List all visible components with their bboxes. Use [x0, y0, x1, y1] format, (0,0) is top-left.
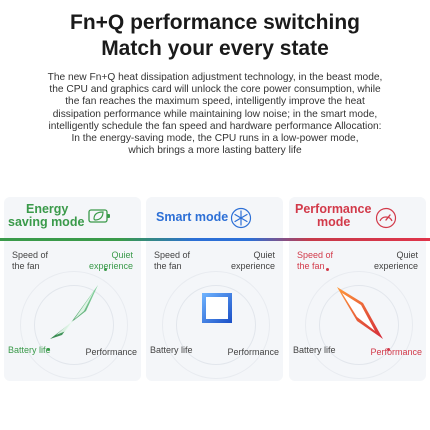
energy-saving-card: Energy saving mode Speed of the fan Quiet…: [4, 197, 141, 381]
description-line: intelligently schedule the fan speed and…: [48, 120, 382, 132]
performance-dot: [387, 348, 390, 351]
battery-label: Battery life: [150, 345, 193, 355]
performance-label: Performance: [227, 347, 279, 357]
description-line: which brings a more lasting battery life: [128, 145, 302, 157]
snowflake-icon: [230, 207, 252, 229]
outer-ring: [305, 271, 413, 379]
speedometer-icon: [375, 207, 397, 229]
fan-speed-dot: [326, 268, 329, 271]
mode-gradient-divider: [0, 238, 430, 241]
battery-label: Battery life: [293, 345, 336, 355]
quiet-label: Quiet experience: [85, 250, 133, 271]
performance-label: Performance: [370, 347, 422, 357]
mode-title-line: Energy: [26, 202, 69, 216]
mode-title-line: saving mode: [8, 215, 85, 229]
quiet-label: Quiet experience: [227, 250, 275, 271]
performance-mode-card: Performance mode Speed of the fan Quiet ex…: [289, 197, 426, 381]
inner-ring: [319, 285, 399, 365]
smart-mode-card: Smart mode Speed of the fan Quiet experien…: [146, 197, 283, 381]
energy-saving-radar-shape: [50, 285, 98, 339]
smart-mode-radar-shape: [202, 293, 232, 323]
fan-speed-label: Speed of the fan: [297, 250, 333, 271]
fan-speed-label: Speed of the fan: [154, 250, 190, 271]
quiet-dot: [104, 268, 107, 271]
mode-title-line: Smart mode: [156, 210, 229, 224]
fan-speed-label: Speed of the fan: [12, 250, 48, 271]
inner-ring: [176, 285, 256, 365]
description-line: the CPU and graphics card will unlock th…: [49, 84, 381, 96]
battery-leaf-icon: [88, 209, 110, 223]
quiet-text: Quiet experience: [230, 250, 275, 271]
page-subtitle: Match your every state: [101, 37, 329, 60]
performance-radar-shape: [337, 287, 383, 339]
description-line: dissipation performance while maintainin…: [52, 108, 378, 120]
battery-label: Battery life: [8, 345, 51, 355]
fan-speed-text: Speed of the fan: [12, 250, 49, 271]
quiet-label: Quiet experience: [370, 250, 418, 271]
smart-mode-title: Smart mode: [156, 211, 283, 224]
description-line: The new Fn+Q heat dissipation adjustment…: [47, 72, 383, 83]
description-line: the fan reaches the maximum speed, intel…: [65, 96, 365, 108]
battery-dot: [47, 348, 50, 351]
description: The new Fn+Q heat dissipation adjustment…: [10, 72, 420, 157]
page-title: Fn+Q performance switching: [70, 11, 360, 34]
fan-speed-text: Speed of the fan: [297, 250, 334, 271]
inner-ring: [34, 285, 114, 365]
quiet-text: Quiet experience: [88, 250, 133, 271]
performance-label: Performance: [85, 347, 137, 357]
energy-saving-title: Energy saving mode: [8, 203, 141, 229]
quiet-text: Quiet experience: [373, 250, 418, 271]
description-line: In the energy-saving mode, the CPU runs …: [71, 133, 359, 145]
mode-title-line: Performance: [295, 202, 372, 216]
outer-ring: [20, 271, 128, 379]
fan-speed-text: Speed of the fan: [154, 250, 191, 271]
outer-ring: [162, 271, 270, 379]
performance-mode-title: Performance mode: [295, 203, 426, 229]
mode-title-line: mode: [317, 215, 351, 229]
